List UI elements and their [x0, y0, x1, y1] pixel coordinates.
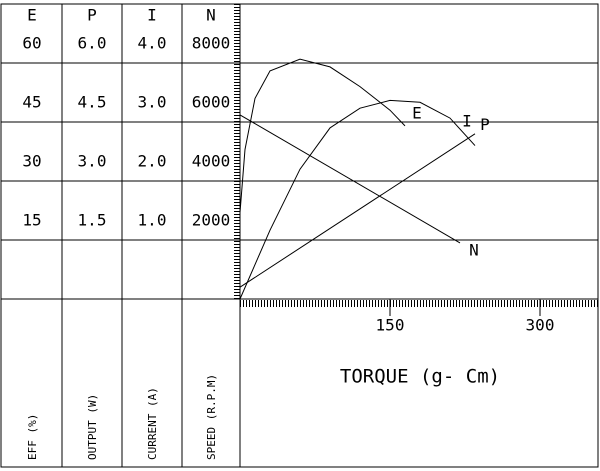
y-tick-label: 8000: [192, 34, 231, 53]
x-tick-label: 150: [376, 316, 405, 335]
series-line: [239, 99, 476, 300]
y-tick-label: 2000: [192, 211, 231, 230]
y-tick-label: 15: [22, 211, 41, 230]
y-tick-label: 3.0: [78, 152, 107, 171]
y-tick-label: 2.0: [138, 152, 167, 171]
y-tick-label: 30: [22, 152, 41, 171]
axis-header: N: [206, 6, 216, 25]
x-ruler: [240, 299, 598, 311]
series-line: [239, 133, 476, 288]
y-tick-label: 4000: [192, 152, 231, 171]
y-tick-label: 6.0: [78, 34, 107, 53]
axis-header: I: [147, 6, 157, 25]
series-label: E: [412, 103, 422, 122]
series-label: P: [480, 115, 490, 134]
y-tick-label: 6000: [192, 93, 231, 112]
y-tick-label: 3.0: [138, 93, 167, 112]
x-axis-title: TORQUE (g- Cm): [340, 366, 500, 388]
y-tick-label: 60: [22, 34, 41, 53]
y-tick-label: 45: [22, 93, 41, 112]
y-tick-label: 4.0: [138, 34, 167, 53]
axis-header: E: [27, 6, 37, 25]
axis-header: P: [87, 6, 97, 25]
y-tick-label: 4.5: [78, 93, 107, 112]
series-label: I: [462, 111, 472, 130]
y-tick-label: 1.5: [78, 211, 107, 230]
axis-title: EFF (%): [26, 414, 39, 460]
axis-title: CURRENT (A): [146, 387, 159, 460]
y-tick-label: 1.0: [138, 211, 167, 230]
series-label: N: [469, 240, 479, 259]
axis-title: OUTPUT (W): [86, 394, 99, 460]
outer-frame: [0, 3, 599, 468]
x-tick-label: 300: [526, 316, 555, 335]
y-ruler: [230, 4, 240, 299]
series-line: [239, 58, 406, 213]
series-line: [239, 114, 461, 244]
axis-title: SPEED (R.P.M): [205, 374, 218, 460]
